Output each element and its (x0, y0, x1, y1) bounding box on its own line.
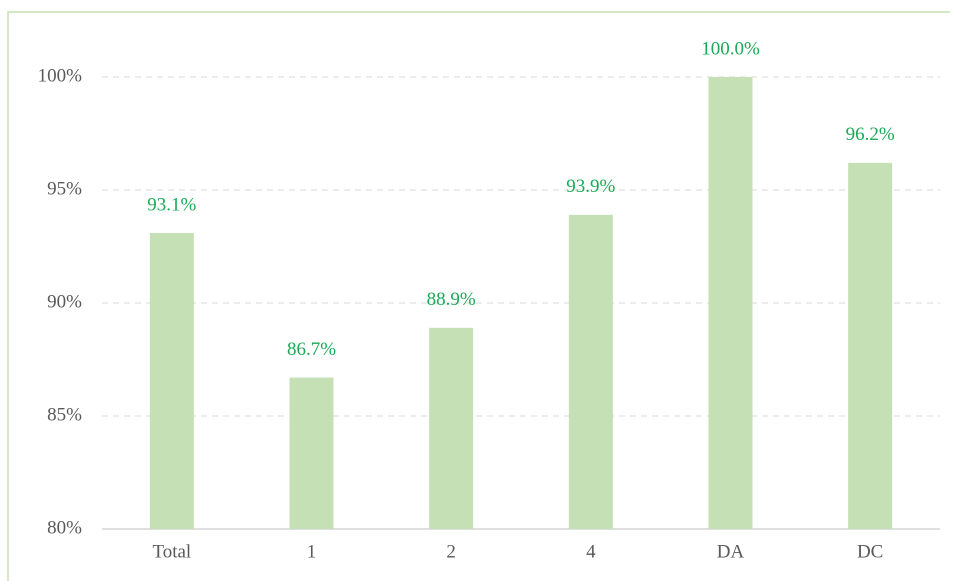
y-tick-label: 90% (47, 291, 82, 312)
y-tick-label: 100% (38, 65, 83, 86)
x-tick-label: 4 (586, 541, 596, 562)
data-label: 93.1% (147, 194, 196, 215)
y-tick-label: 95% (47, 178, 82, 199)
bar (848, 162, 893, 529)
bar (708, 77, 753, 529)
bar (289, 377, 334, 529)
x-tick-label: Total (152, 541, 191, 562)
bar (429, 327, 474, 529)
x-tick-label: DA (717, 541, 745, 562)
data-label: 93.9% (566, 176, 615, 197)
x-tick-label: 1 (307, 541, 317, 562)
bar (149, 232, 194, 529)
data-label: 100.0% (701, 38, 760, 59)
bar (568, 214, 613, 530)
data-label: 88.9% (427, 289, 476, 310)
data-label: 96.2% (846, 124, 895, 145)
data-label: 86.7% (287, 339, 336, 360)
chart-border (7, 11, 950, 581)
y-tick-label: 80% (47, 517, 82, 538)
y-tick-label: 85% (47, 404, 82, 425)
x-tick-label: DC (857, 541, 883, 562)
x-tick-label: 2 (446, 541, 456, 562)
